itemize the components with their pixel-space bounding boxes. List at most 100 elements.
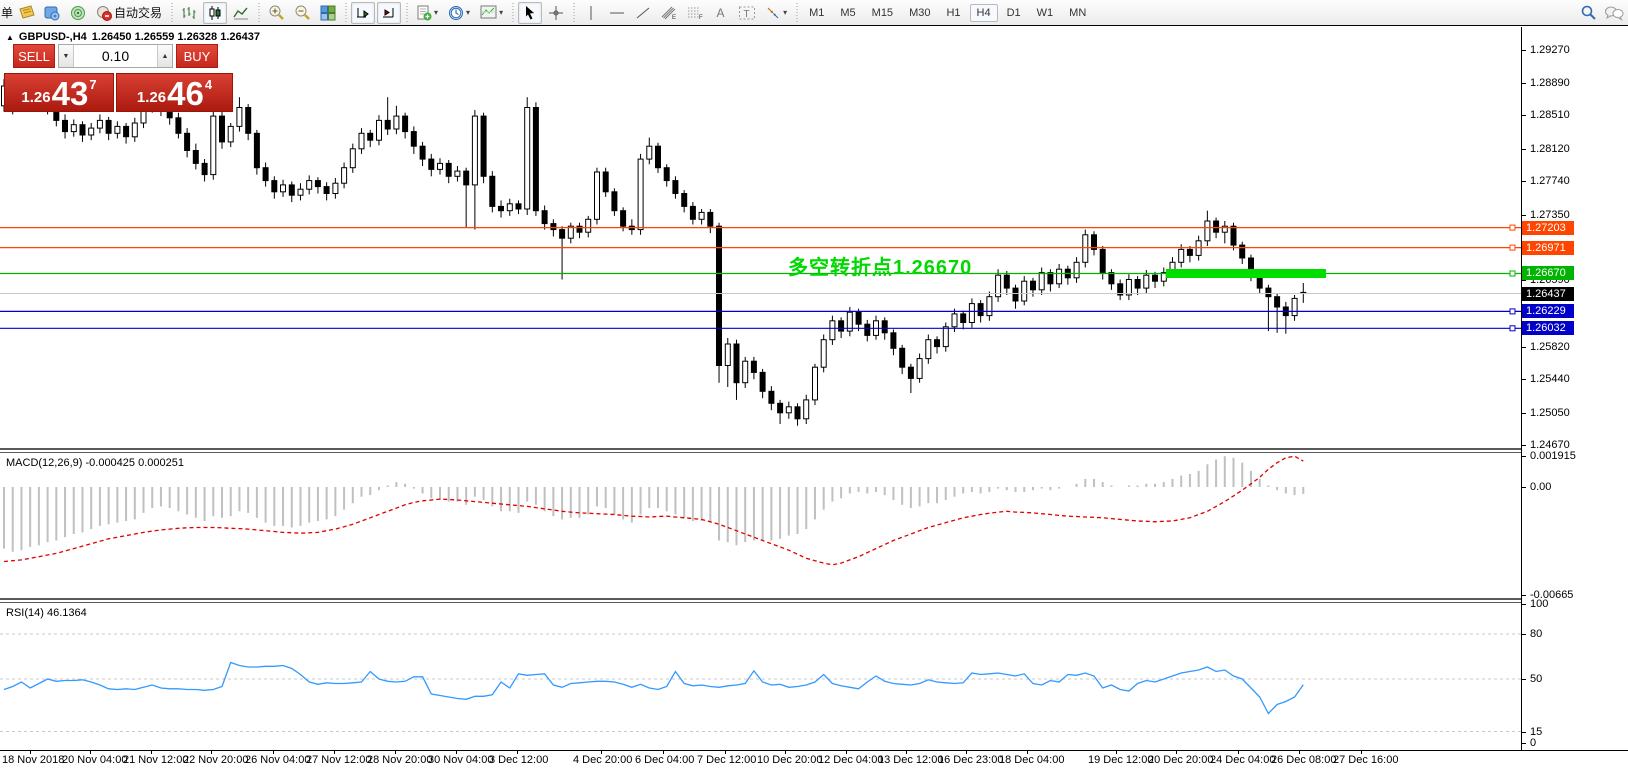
candlestick-chart-type-icon[interactable] bbox=[203, 1, 228, 24]
thick-trend-segment[interactable] bbox=[1166, 269, 1326, 278]
candle-body bbox=[977, 303, 984, 317]
pane-separator[interactable] bbox=[0, 448, 1628, 453]
price-tag[interactable]: 1.27203 bbox=[1522, 221, 1574, 235]
rsi-pane[interactable] bbox=[0, 603, 1521, 749]
auto-trading-button[interactable]: 自动交易 bbox=[92, 2, 166, 24]
time-axis-label: 24 Dec 04:00 bbox=[1210, 754, 1276, 766]
bar-chart-type-icon[interactable] bbox=[177, 2, 201, 24]
candle-body bbox=[463, 170, 470, 186]
candle-body bbox=[1186, 248, 1193, 256]
volume-value[interactable]: 0.10 bbox=[101, 48, 130, 64]
crosshair-tool-icon[interactable] bbox=[544, 2, 568, 24]
volume-decrease-button[interactable]: ▼ bbox=[59, 45, 74, 67]
sell-price-pip: 7 bbox=[89, 77, 97, 92]
chat-icon[interactable] bbox=[1602, 2, 1626, 24]
timeframe-M1[interactable]: M1 bbox=[809, 6, 825, 19]
candle-body bbox=[855, 311, 862, 325]
candle-body bbox=[1134, 279, 1141, 289]
line-drag-handle[interactable] bbox=[1509, 270, 1516, 277]
toolbar-separator bbox=[510, 2, 516, 23]
timeframe-M30[interactable]: M30 bbox=[909, 6, 931, 19]
sell-button[interactable]: SELL bbox=[13, 44, 55, 68]
time-axis-label: 12 Dec 04:00 bbox=[818, 754, 884, 766]
horizontal-line-tool-icon[interactable] bbox=[605, 2, 629, 24]
candle-body bbox=[358, 132, 365, 150]
trendline-tool-icon[interactable] bbox=[631, 2, 655, 24]
chevron-down-icon: ▾ bbox=[434, 8, 439, 17]
candle-body bbox=[236, 107, 243, 127]
arrows-tool-button[interactable]: ▾ bbox=[761, 2, 791, 24]
tile-windows-icon[interactable] bbox=[316, 2, 340, 24]
cursor-tool-icon[interactable] bbox=[518, 1, 543, 24]
price-axis-label: 1.25050 bbox=[1530, 407, 1570, 419]
price-tag[interactable]: 1.26032 bbox=[1522, 321, 1574, 335]
timeframe-H4[interactable]: H4 bbox=[969, 3, 998, 22]
buy-price-panel[interactable]: 1.26 46 4 bbox=[116, 73, 233, 112]
line-chart-type-icon[interactable] bbox=[229, 2, 253, 24]
timeframe-M5[interactable]: M5 bbox=[840, 6, 856, 19]
line-drag-handle[interactable] bbox=[1509, 325, 1516, 332]
price-tag[interactable]: 1.26670 bbox=[1522, 266, 1574, 280]
candle-body bbox=[384, 119, 391, 130]
toolbar-separator bbox=[794, 2, 800, 23]
time-axis-border bbox=[0, 750, 1628, 751]
time-axis-label: 27 Dec 16:00 bbox=[1333, 754, 1399, 766]
chart-annotation-text[interactable]: 多空转折点1.26670 bbox=[788, 257, 973, 279]
zoom-in-icon[interactable] bbox=[264, 2, 288, 24]
timeframe-M15[interactable]: M15 bbox=[871, 6, 894, 19]
metaeditor-icon[interactable] bbox=[40, 2, 64, 24]
zoom-out-icon[interactable] bbox=[290, 2, 314, 24]
collapse-panel-icon[interactable]: ▲ bbox=[6, 32, 14, 42]
period-button[interactable]: ▾ bbox=[444, 2, 474, 24]
signals-icon[interactable] bbox=[66, 2, 90, 24]
candle-body bbox=[550, 223, 557, 231]
chart-shift-icon[interactable] bbox=[377, 1, 402, 24]
volume-increase-button[interactable]: ▲ bbox=[157, 45, 172, 67]
buy-button[interactable]: BUY bbox=[176, 44, 218, 68]
candle-body bbox=[105, 119, 112, 134]
price-axis-tick bbox=[1522, 445, 1526, 446]
timeframe-H1[interactable]: H1 bbox=[946, 6, 961, 19]
macd-pane[interactable] bbox=[0, 453, 1521, 601]
price-tag[interactable]: 1.26437 bbox=[1522, 287, 1574, 301]
macd-axis-label: 0.00 bbox=[1530, 481, 1552, 493]
price-axis-tick bbox=[1522, 149, 1526, 150]
sell-price-panel[interactable]: 1.26 43 7 bbox=[4, 73, 114, 112]
line-drag-handle[interactable] bbox=[1509, 244, 1516, 251]
text-tool-icon[interactable]: A bbox=[709, 2, 733, 24]
main-price-pane[interactable] bbox=[0, 27, 1521, 451]
macd-axis-tick bbox=[1522, 595, 1526, 596]
macd-label: MACD(12,26,9) -0.000425 0.000251 bbox=[6, 457, 184, 469]
timeframe-MN[interactable]: MN bbox=[1069, 6, 1087, 19]
auto-scroll-icon[interactable] bbox=[351, 1, 376, 24]
candle-body bbox=[812, 366, 818, 401]
price-axis[interactable]: 1.29270 1.28890 1.28510 1.28120 1.27740 1.273… bbox=[1522, 27, 1628, 750]
candle-body bbox=[1003, 274, 1010, 289]
clock-icon bbox=[449, 5, 464, 20]
new-order-ticket-icon[interactable] bbox=[14, 2, 38, 24]
svg-text:E: E bbox=[672, 15, 676, 21]
vertical-line-tool-icon[interactable] bbox=[579, 2, 603, 24]
price-tag[interactable]: 1.26229 bbox=[1522, 304, 1574, 318]
text-label-tool-icon[interactable]: T bbox=[735, 2, 759, 24]
line-drag-handle[interactable] bbox=[1509, 224, 1516, 231]
price-tag[interactable]: 1.26971 bbox=[1522, 241, 1574, 255]
candle-body bbox=[1091, 234, 1097, 250]
template-button[interactable]: ▾ bbox=[476, 2, 507, 24]
timeframe-D1[interactable]: D1 bbox=[1006, 6, 1021, 19]
candle-body bbox=[942, 326, 949, 348]
timeframe-W1[interactable]: W1 bbox=[1036, 6, 1054, 19]
search-icon[interactable] bbox=[1576, 2, 1600, 24]
pane-separator[interactable] bbox=[0, 598, 1628, 603]
line-drag-handle[interactable] bbox=[1509, 308, 1516, 315]
candle-body bbox=[1239, 244, 1246, 259]
time-axis[interactable]: 18 Nov 2018 20 Nov 04:00 21 Nov 12:00 22 No… bbox=[0, 750, 1628, 771]
candle-body bbox=[524, 107, 531, 210]
fibonacci-tool-icon[interactable]: F bbox=[683, 2, 707, 24]
equidistant-channel-tool-icon[interactable]: E bbox=[657, 2, 681, 24]
time-axis-label: 18 Dec 04:00 bbox=[999, 754, 1065, 766]
time-axis-label: 26 Nov 04:00 bbox=[245, 754, 311, 766]
rsi-axis-label: 50 bbox=[1530, 673, 1543, 685]
new-order-button[interactable]: ▾ bbox=[412, 2, 442, 24]
candle-body bbox=[297, 188, 304, 196]
